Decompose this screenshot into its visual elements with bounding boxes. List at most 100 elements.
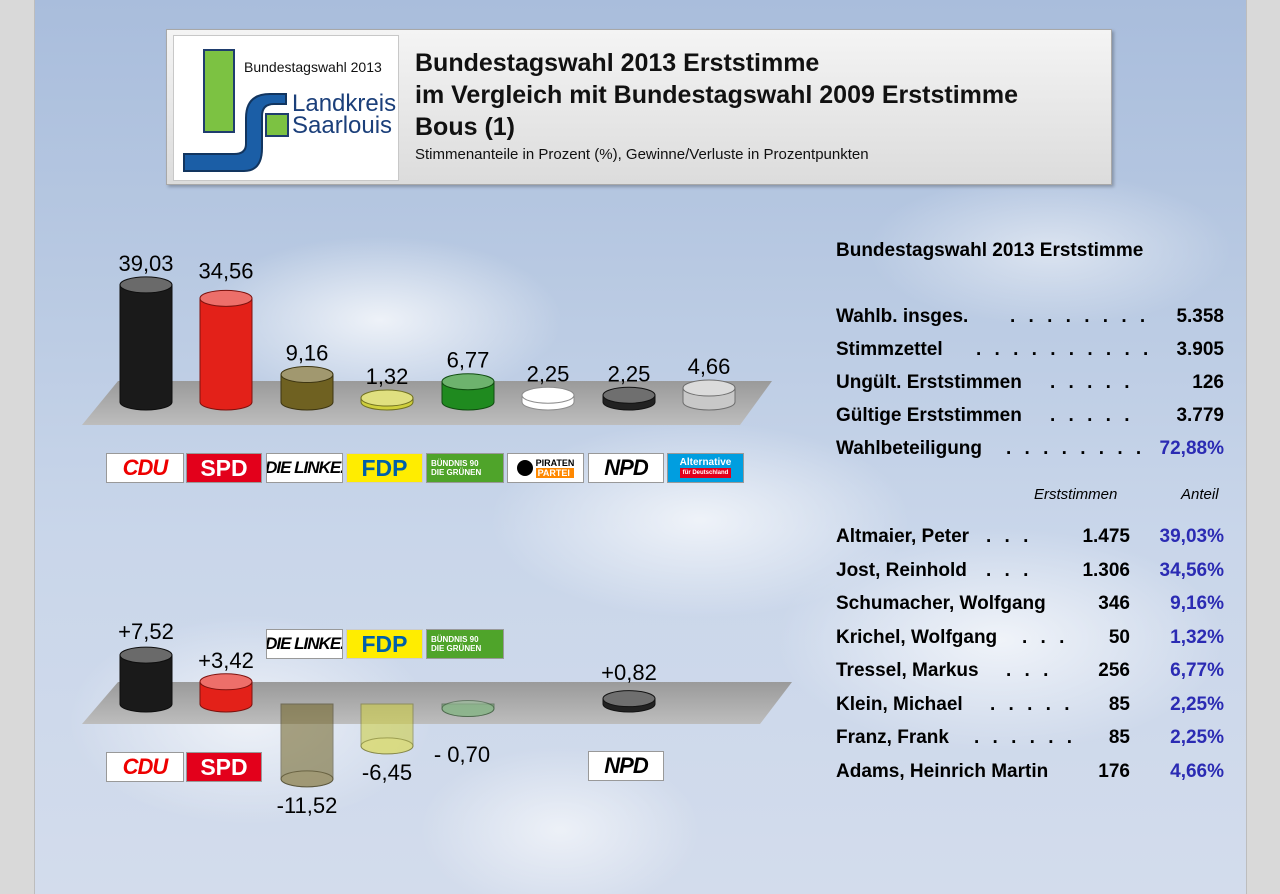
stats-value: 3.779 (1176, 405, 1224, 426)
leader-dots: . . . . . . . . (1006, 438, 1146, 459)
bar-value-label: 1,32 (366, 364, 409, 389)
cdu-logo: CDU (106, 752, 184, 782)
bar-value-label: 6,77 (447, 348, 490, 373)
candidate-share: 2,25% (1170, 694, 1224, 715)
candidate-votes: 1.306 (1082, 560, 1130, 581)
pirate-flag-icon (516, 460, 533, 476)
gruene-logo-text-2: DIE GRÜNEN (431, 644, 482, 653)
stats-row: Gültige Erststimmen . . . . . 3.779 (836, 405, 1226, 429)
bar-npd (602, 386, 656, 411)
change-bar-spd (199, 673, 253, 713)
bar-value-label: -11,52 (277, 793, 338, 818)
afd-logo-text-1: Alternative (679, 457, 732, 468)
stats-row: Wahlb. insges. . . . . . . . . 5.358 (836, 306, 1226, 330)
bar-value-label: +0,82 (601, 660, 657, 685)
stats-value: 5.358 (1176, 306, 1224, 327)
header-panel: Bundestagswahl 2013 Landkreis Saarlouis … (166, 29, 1112, 185)
page-subtitle: Stimmenanteile in Prozent (%), Gewinne/V… (415, 146, 869, 163)
candidate-name: Adams, Heinrich Martin (836, 761, 1049, 782)
leader-dots: . . . (1022, 627, 1069, 648)
bar-cdu (119, 276, 173, 411)
fdp-logo-text: FDP (361, 630, 408, 657)
chart-top-bars: 39,03 34,56 9,16 1,32 6,77 2,25 2,25 4,66 (118, 251, 736, 411)
afd-logo-text-2: für Deutschland (679, 468, 732, 478)
spd-logo-text: SPD (200, 454, 248, 481)
leader-dots: . . . . . . . . . . (976, 339, 1153, 360)
bar-value-label: +7,52 (118, 619, 174, 644)
change-bar-fdp (360, 703, 414, 755)
npd-logo-text: NPD (604, 753, 648, 778)
gruene-logo-text-1: BÜNDNIS 90 (431, 635, 479, 644)
title-line: Bundestagswahl 2013 Erststimme (415, 49, 820, 77)
bar-value-label: 39,03 (118, 251, 173, 276)
logo-text-saarlouis: Saarlouis (292, 112, 393, 139)
landkreis-logo: Bundestagswahl 2013 Landkreis Saarlouis (173, 35, 399, 181)
candidate-votes: 85 (1108, 727, 1130, 748)
leader-dots: . . . . . (1050, 405, 1134, 426)
candidate-name: Klein, Michael (836, 694, 963, 715)
candidate-name: Krichel, Wolfgang (836, 627, 998, 648)
candidate-votes: 176 (1098, 761, 1130, 782)
spd-logo: SPD (186, 453, 262, 483)
afd-logo: Alternative für Deutschland (667, 453, 744, 483)
piraten-logo: PIRATEN PARTEI (507, 453, 584, 483)
linke-logo: DIE LINKE. (266, 629, 343, 659)
stats-row: Ungült. Erststimmen . . . . . 126 (836, 372, 1226, 396)
bar-value-label: 2,25 (527, 361, 570, 386)
stats-label: Gültige Erststimmen (836, 405, 1022, 426)
stats-label: Wahlbeteiligung (836, 438, 983, 459)
left-border (0, 0, 35, 894)
column-header-votes: Erststimmen (1034, 486, 1118, 503)
linke-logo-text: DIE LINKE. (266, 458, 343, 477)
candidate-share: 9,16% (1170, 593, 1224, 614)
spd-logo-text: SPD (200, 753, 248, 780)
candidate-name: Schumacher, Wolfgang (836, 593, 1046, 614)
candidate-votes: 85 (1108, 694, 1130, 715)
stats-value: 72,88% (1159, 438, 1224, 459)
gruene-logo-text-2: DIE GRÜNEN (431, 468, 482, 477)
leader-dots: . . . (986, 526, 1033, 547)
gruene-logo: BÜNDNIS 90 DIE GRÜNEN (426, 629, 504, 659)
leader-dots: . . . (986, 560, 1033, 581)
candidate-name: Tressel, Markus (836, 660, 979, 681)
column-header-share: Anteil (1181, 486, 1219, 503)
bar-value-label: +3,42 (198, 648, 254, 673)
candidate-row: Altmaier, Peter . . . 1.475 39,03% (836, 526, 1226, 550)
bar-spd (199, 289, 253, 411)
bar-value-label: 4,66 (688, 354, 731, 379)
chart-bottom-bars: +7,52 +3,42 -11,52 -6,45 - 0,70 +0,82 (118, 619, 657, 818)
candidate-share: 39,03% (1159, 526, 1224, 547)
bar-value-label: 34,56 (198, 258, 253, 283)
leader-dots: . . . . . . (974, 727, 1077, 748)
page-title: Bundestagswahl 2013 Erststimme im Vergle… (415, 47, 1018, 143)
cdu-logo-text: CDU (122, 455, 169, 480)
stats-label: Ungült. Erststimmen (836, 372, 1022, 393)
bar-value-label: -6,45 (362, 760, 412, 785)
candidate-row: Franz, Frank . . . . . . 85 2,25% (836, 727, 1226, 751)
bar-value-label: - 0,70 (434, 742, 490, 767)
chart-bottom-floor (82, 682, 792, 724)
bar-value-label: 2,25 (608, 361, 651, 386)
leader-dots: . . . . . . . . (1010, 306, 1150, 327)
logo-text-landkreis: Landkreis (292, 90, 397, 117)
piraten-logo-text-2: PARTEI (535, 468, 575, 478)
leader-dots: . . . . . (1050, 372, 1134, 393)
change-bar-npd (602, 690, 656, 713)
npd-logo: NPD (588, 453, 664, 483)
candidate-share: 4,66% (1170, 761, 1224, 782)
candidate-votes: 50 (1108, 627, 1130, 648)
right-border (1246, 0, 1280, 894)
bar-die-linke- (280, 366, 334, 411)
bar-piraten-partei (521, 386, 575, 411)
candidate-row: Adams, Heinrich Martin 176 4,66% (836, 761, 1226, 785)
candidate-share: 6,77% (1170, 660, 1224, 681)
bar-alternative-f-r-deutschland (682, 379, 736, 411)
spd-logo: SPD (186, 752, 262, 782)
candidate-name: Altmaier, Peter (836, 526, 970, 547)
landkreis-logo-graphic (183, 49, 289, 172)
stats-title: Bundestagswahl 2013 Erststimme (836, 240, 1144, 261)
stats-row: Stimmzettel . . . . . . . . . . 3.905 (836, 339, 1226, 363)
title-line: Bous (1) (415, 113, 515, 141)
stats-label: Wahlb. insges. (836, 306, 969, 327)
candidate-votes: 1.475 (1082, 526, 1130, 547)
